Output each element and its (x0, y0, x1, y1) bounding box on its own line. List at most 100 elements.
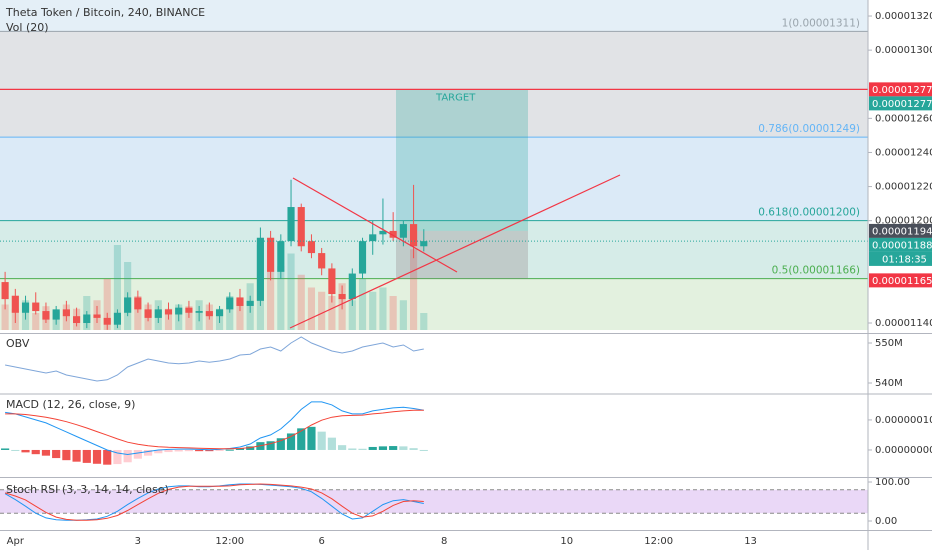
histogram-bar (11, 449, 20, 451)
volume-bar (226, 296, 234, 330)
histogram-bar (92, 449, 102, 464)
x-tick-label: 10 (560, 536, 573, 547)
candle-body (246, 300, 254, 306)
histogram-bar (348, 448, 357, 450)
candle-body (144, 309, 152, 318)
candle-body (205, 311, 213, 317)
histogram-bar (225, 449, 234, 451)
candle-body (195, 311, 203, 313)
pane-titles: Theta Token / Bitcoin, 240, BINANCE Vol … (5, 6, 205, 496)
candle-body (62, 309, 70, 317)
volume-bar (379, 287, 387, 330)
volume-bar (307, 287, 316, 330)
countdown: 01:18:35 (882, 254, 927, 265)
pane-fills: 1(0.00001311) 0.786(0.00001249) 0.618(0.00… (0, 0, 868, 514)
pane-title: MACD (12, 26, close, 9) (6, 398, 135, 411)
level-fill (0, 137, 868, 221)
histogram-bar (358, 448, 367, 450)
stop-zone (396, 230, 528, 279)
candle-body (369, 234, 377, 242)
y-tick-label: 0.00001200 (875, 216, 932, 227)
candle-body (113, 312, 122, 325)
y-tick-label: 550M (875, 338, 903, 349)
candle-body (42, 311, 50, 320)
candle-body (307, 241, 316, 254)
histogram-bar (143, 449, 153, 456)
band-fill (0, 489, 868, 514)
candle-body (185, 307, 193, 313)
volume-bar (103, 279, 111, 330)
histogram-bar (215, 449, 224, 451)
histogram-bar (409, 448, 418, 450)
candle-body (267, 237, 275, 272)
y-tick-label: 100.00 (875, 477, 910, 488)
candle-body (215, 309, 224, 317)
indicator-line (5, 401, 424, 456)
x-tick-label: 6 (318, 536, 324, 547)
level-fill (0, 278, 868, 330)
fib-label: 0.5(0.00001166) (772, 265, 860, 277)
volume-bar (389, 296, 397, 330)
price-tag: 0.00001194 (872, 226, 932, 237)
price-tag-bg (869, 223, 932, 238)
histogram-bar (276, 438, 285, 450)
volume-bar (267, 270, 275, 330)
fib-label: 1(0.00001311) (782, 17, 860, 29)
volume-bar (410, 249, 418, 330)
price-tag: 0.00001277 (872, 99, 932, 110)
histogram-bar (41, 449, 51, 456)
y-tick-label: 0.00001260 (875, 113, 932, 124)
candle-body (226, 297, 234, 310)
candle-body (124, 297, 132, 313)
candle-body (154, 309, 162, 318)
target-label: TARGET (435, 92, 476, 103)
candle-body (256, 237, 264, 301)
candle-body (399, 224, 407, 238)
fib-label: 0.618(0.00001200) (758, 207, 860, 219)
histogram-bar (52, 449, 61, 459)
volume-bar (277, 266, 285, 330)
indicator-line (5, 409, 424, 450)
x-tick-label: 13 (744, 536, 757, 547)
pane-title: OBV (6, 337, 30, 350)
candle-body (1, 282, 9, 300)
chart-title: Theta Token / Bitcoin, 240, BINANCE (5, 6, 205, 19)
price-tag: 0.00001165 (872, 276, 932, 287)
volume-bar (328, 296, 336, 330)
price-tag-bg (869, 96, 932, 111)
candle-body (379, 230, 387, 235)
histogram-bar (338, 445, 347, 450)
candle-body (318, 253, 326, 269)
indicator-line (5, 336, 424, 382)
candle-body (358, 241, 367, 274)
candle-body (175, 307, 183, 315)
candle-body (236, 297, 244, 306)
candle-body (338, 294, 346, 300)
volume-bar (369, 291, 377, 330)
level-fill (0, 0, 868, 32)
candle-body (328, 268, 336, 295)
histogram-bar (317, 431, 326, 450)
histogram-bar (399, 446, 408, 450)
histogram-bar (286, 433, 296, 450)
candle-body (410, 224, 418, 247)
histogram-bar (82, 449, 91, 463)
y-tick-label: 0.00000010 (875, 415, 932, 426)
histogram-bar (113, 449, 122, 465)
histogram-bar (195, 449, 204, 452)
price-tag-bg (869, 273, 932, 288)
volume-bar (348, 300, 356, 330)
y-tick-label: 0.00001240 (875, 147, 932, 158)
histogram-bar (21, 449, 30, 453)
countdown-bg (869, 251, 932, 266)
level-fill (0, 31, 868, 138)
y-tick-label: 0.00001320 (875, 11, 932, 22)
y-tick-label: 540M (875, 378, 903, 389)
histogram-bar (164, 449, 173, 453)
histogram-bar (72, 449, 81, 462)
volume-bar (236, 300, 244, 330)
candle-body (389, 230, 397, 238)
histogram-bar (297, 428, 306, 450)
x-tick-label: Apr (7, 536, 25, 547)
